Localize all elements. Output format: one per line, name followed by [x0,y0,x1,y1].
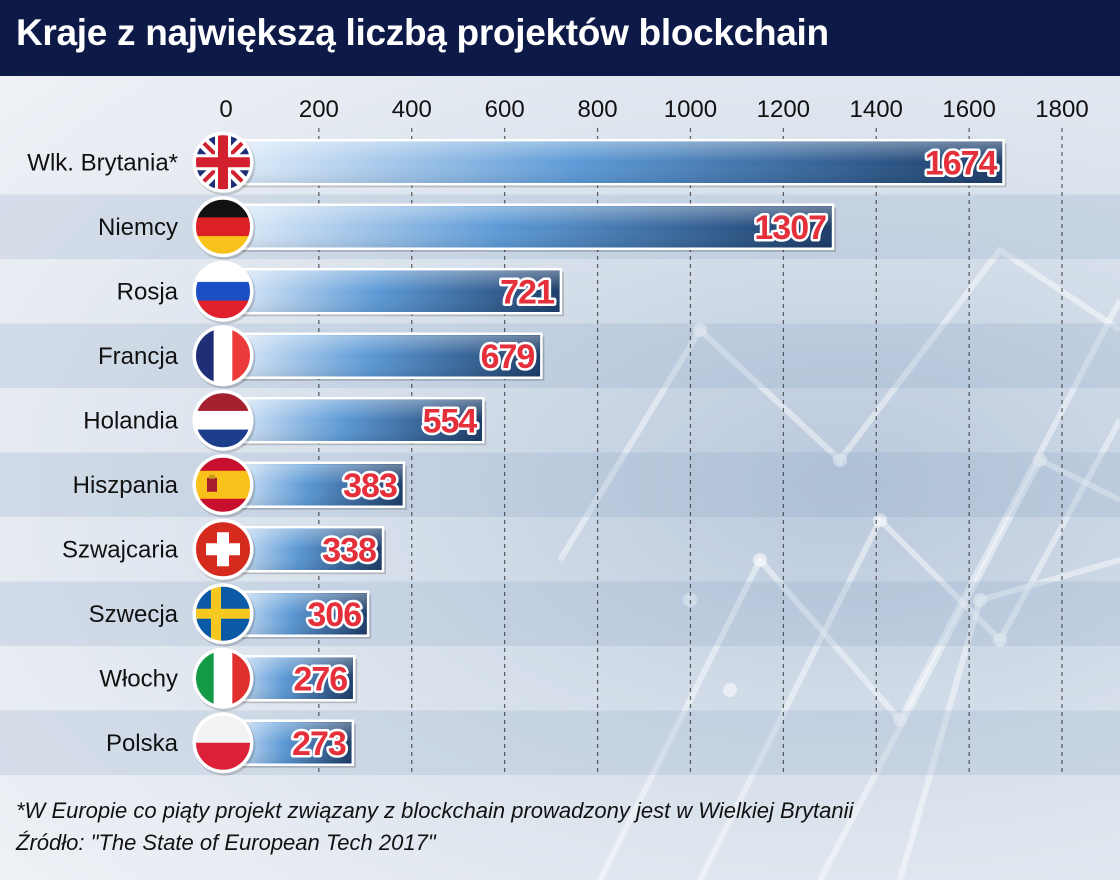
tick-label: 600 [485,96,525,123]
spain-flag [192,454,256,518]
russia-flag [192,260,256,325]
tick-label: 1800 [1035,96,1088,123]
category-label: Francja [98,343,179,370]
france-flag [192,325,256,389]
category-label: Niemcy [98,214,178,241]
category-label: Szwajcaria [62,536,179,563]
tick-label: 1400 [850,96,903,123]
tick-label: 0 [219,96,232,123]
bar [224,203,837,252]
tick-label: 800 [578,96,618,123]
chart-title: Kraje z największą liczbą projektów bloc… [16,12,829,53]
italy-flag [192,647,256,712]
uk-flag [192,131,256,196]
bar [224,461,407,510]
category-label: Wlk. Brytania* [27,149,178,176]
category-label: Hiszpania [73,472,179,499]
category-label: Włochy [99,665,178,692]
circuit-background [557,245,1120,880]
row-band [0,581,1120,646]
category-label: Szwecja [89,601,179,628]
tick-label: 1000 [664,96,717,123]
switzerland-flag [192,518,256,583]
value-label: 273 [292,725,346,763]
tick-label: 1600 [942,96,995,123]
title-bar: Kraje z największą liczbą projektów bloc… [0,0,1120,76]
row-band [0,452,1120,517]
value-label: 338 [322,531,376,569]
footnote: *W Europie co piąty projekt związany z b… [16,798,854,823]
value-label: 679 [481,338,535,376]
tick-label: 1200 [757,96,810,123]
row-band [0,710,1120,775]
tick-label: 200 [299,96,339,123]
bar [224,268,564,317]
value-label: 383 [343,467,397,505]
value-label: 1674 [925,144,998,182]
bar [224,139,1007,188]
germany-flag [192,196,256,260]
source-note: Źródło: "The State of European Tech 2017… [16,830,436,855]
value-label: 276 [293,660,347,698]
poland-flag [192,712,256,776]
tick-label: 400 [392,96,432,123]
category-label: Holandia [83,407,178,434]
category-label: Rosja [117,278,179,305]
value-label: 306 [307,596,361,634]
category-label: Polska [106,730,179,757]
value-label: 554 [423,402,478,440]
value-label: 1307 [754,209,826,247]
netherlands-flag [192,389,256,454]
value-label: 721 [500,273,554,311]
bar [224,397,487,446]
row-band [0,323,1120,388]
sweden-flag [192,583,256,647]
